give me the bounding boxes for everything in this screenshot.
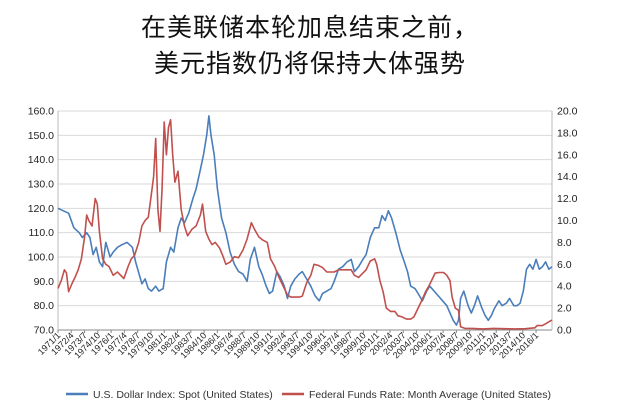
right-axis-ticks: 0.0 2.0 4.0 6.0 8.0 10.0 12.0 14.0 16.0 18.0 20.0 [557,106,578,337]
left-axis-ticks: 70.0 80.0 90.0 100.0 110.0 120.0 130.0 140.0 150… [28,106,54,337]
left-tick-label: 110.0 [29,227,55,239]
legend: U.S. Dollar Index: Spot (United States) F… [66,389,551,401]
right-tick-label: 10.0 [557,215,578,227]
right-tick-label: 14.0 [557,171,578,183]
chart-title-line-1: 在美联储本轮加息结束之前， [140,13,479,42]
right-tick-label: 12.0 [557,193,578,205]
series-line-fed-funds-rate [57,119,553,330]
right-tick-label: 16.0 [557,149,578,161]
left-tick-label: 140.0 [28,154,54,166]
x-axis-ticks: 1971/11972/41973/71974/101976/11977/4197… [36,330,540,360]
right-tick-label: 20.0 [557,106,578,118]
right-tick-label: 8.0 [557,237,572,249]
series-line-dollar-index [57,115,553,326]
left-tick-label: 150.0 [28,130,54,142]
left-tick-label: 90.0 [34,276,55,288]
left-tick-label: 100.0 [28,252,54,264]
series-lines [57,115,553,330]
right-tick-label: 0.0 [557,325,572,337]
left-tick-label: 80.0 [34,300,55,312]
legend-label: U.S. Dollar Index: Spot (United States) [93,389,273,401]
chart-title-line-2: 美元指数仍将保持大体强势 [153,49,466,78]
legend-label: Federal Funds Rate: Month Average (Unite… [309,389,551,401]
right-tick-label: 4.0 [557,281,572,293]
left-tick-label: 70.0 [34,325,55,337]
right-tick-label: 18.0 [557,127,578,139]
right-tick-label: 6.0 [557,259,572,271]
left-tick-label: 160.0 [28,106,54,118]
left-tick-label: 130.0 [28,179,54,191]
right-tick-label: 2.0 [557,303,572,315]
left-tick-label: 120.0 [28,203,54,215]
